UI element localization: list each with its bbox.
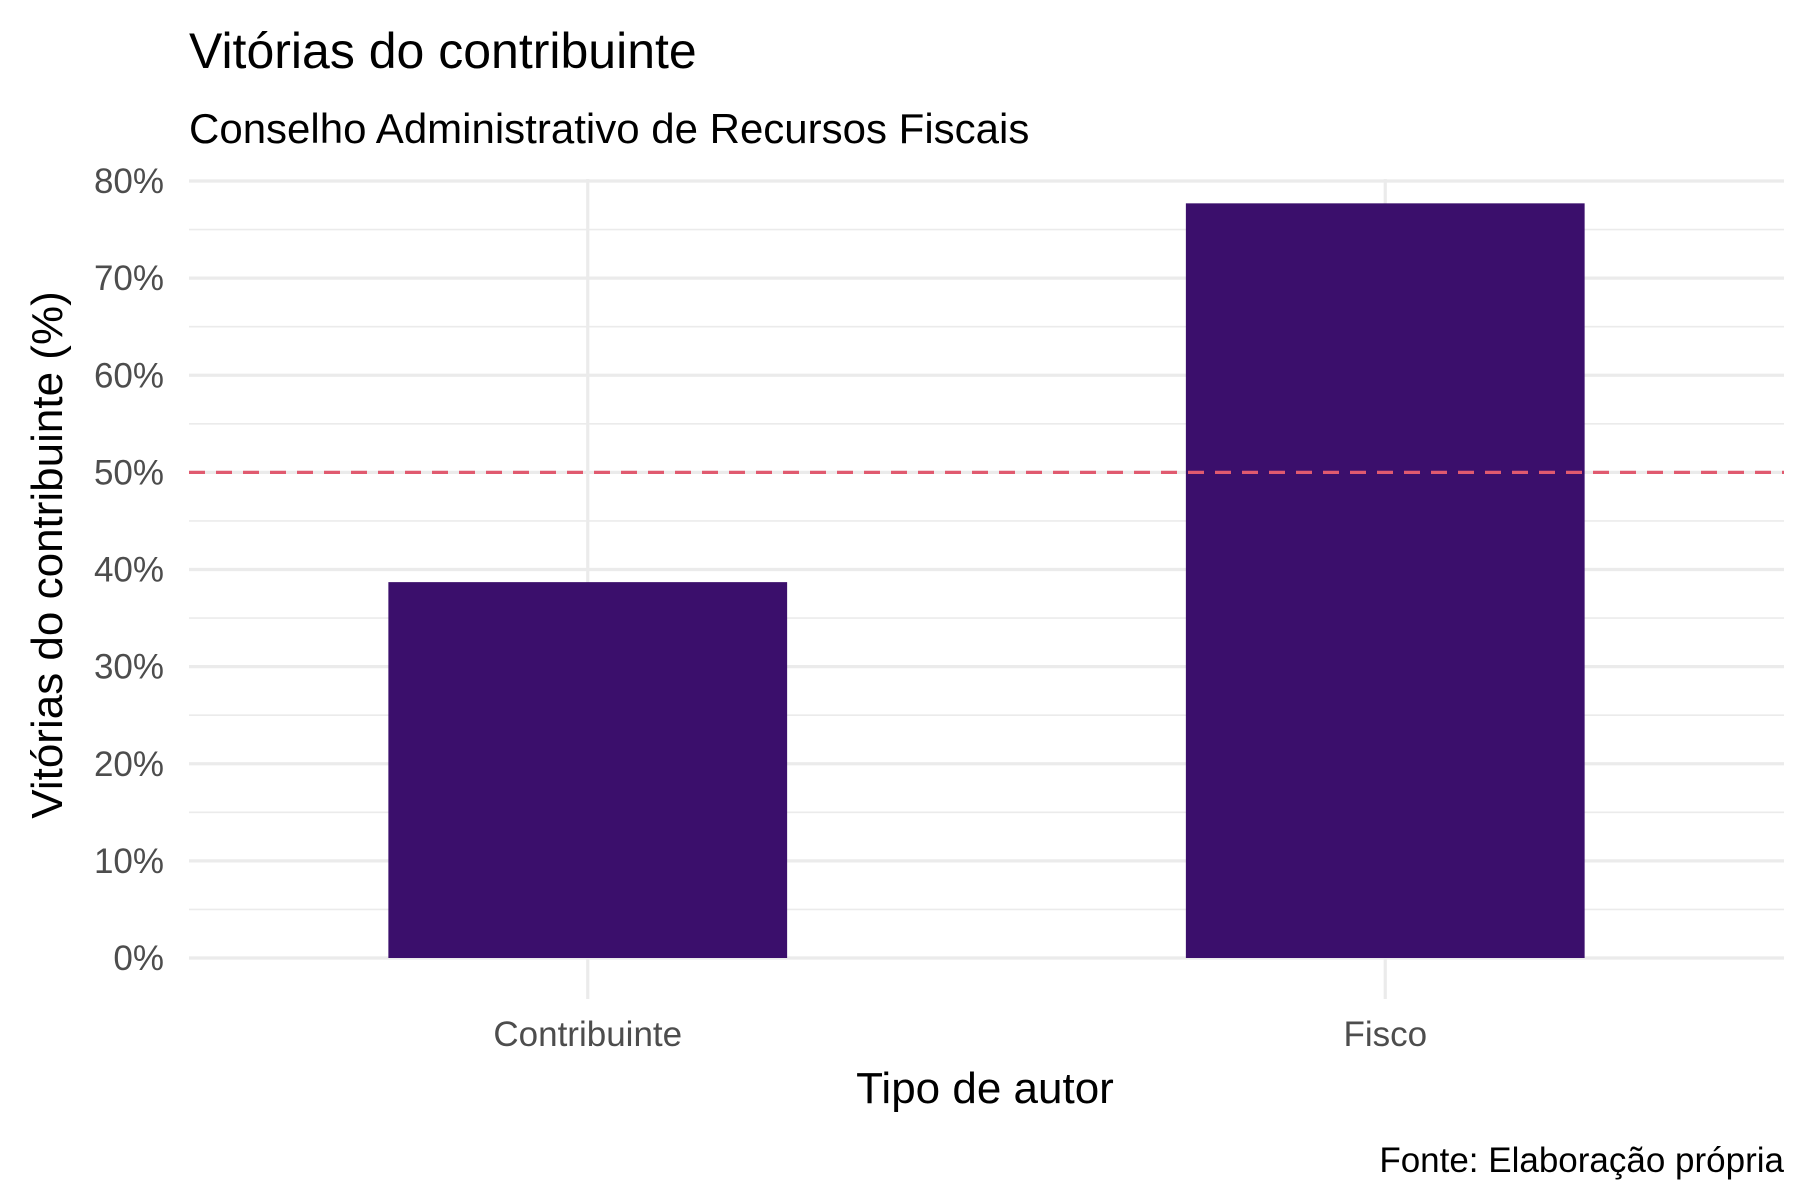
bar-fisco	[1185, 203, 1585, 958]
bars	[388, 203, 1585, 958]
y-tick-label: 0%	[113, 939, 164, 978]
x-axis-ticks: Contribuinte Fisco	[493, 1015, 1427, 1054]
y-tick-label: 40%	[94, 551, 164, 590]
y-tick-label: 20%	[94, 745, 164, 784]
chart-subtitle: Conselho Administrativo de Recursos Fisc…	[189, 105, 1029, 152]
y-tick-label: 30%	[94, 648, 164, 687]
y-tick-label: 80%	[94, 162, 164, 201]
bar-contribuinte	[388, 582, 788, 958]
y-axis-ticks: 0% 10% 20% 30% 40% 50% 60% 70% 80%	[94, 162, 164, 978]
chart-caption: Fonte: Elaboração própria	[1379, 1141, 1784, 1180]
x-tick-label: Contribuinte	[493, 1015, 682, 1054]
x-tick-label: Fisco	[1343, 1015, 1427, 1054]
chart-title: Vitórias do contribuinte	[189, 23, 697, 79]
y-tick-label: 60%	[94, 356, 164, 395]
y-axis-title: Vitórias do contribuinte (%)	[23, 291, 72, 818]
y-tick-label: 50%	[94, 453, 164, 492]
x-axis-title: Tipo de autor	[856, 1064, 1114, 1113]
y-tick-label: 70%	[94, 259, 164, 298]
y-tick-label: 10%	[94, 842, 164, 881]
